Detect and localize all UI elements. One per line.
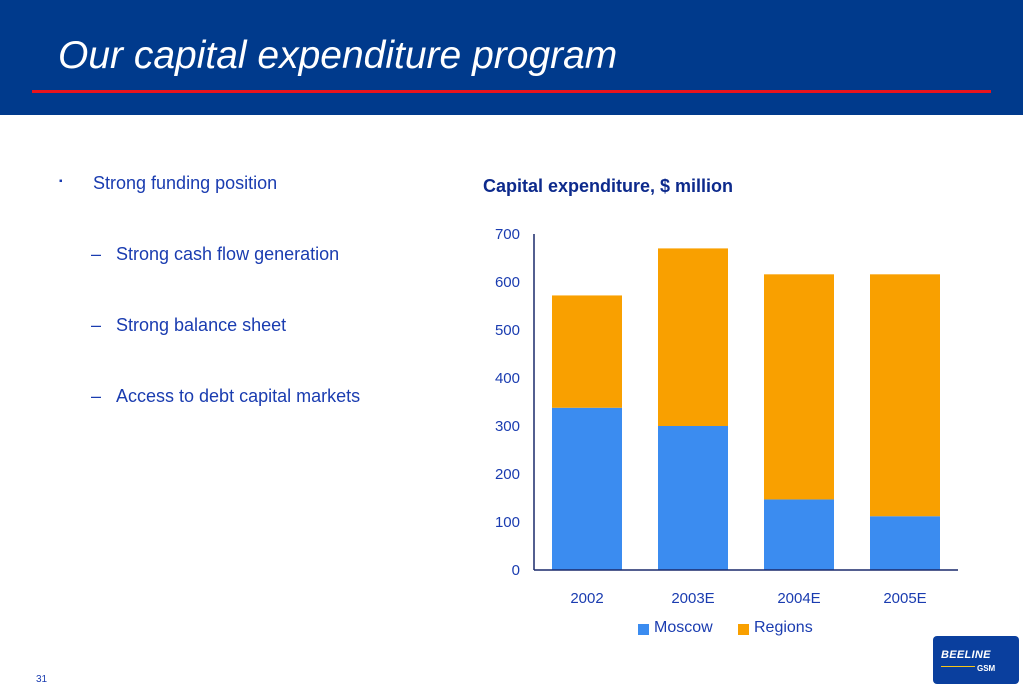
bar-moscow-2004e (764, 499, 834, 570)
sub-bullet-text: Strong cash flow generation (116, 244, 340, 264)
logo-wordmark: BEELINE (941, 649, 991, 661)
x-tick-label: 2002 (570, 590, 603, 607)
y-tick-label: 700 (495, 226, 520, 243)
dash-marker: – (91, 386, 102, 406)
bar-moscow-2003e (658, 426, 728, 570)
chart-title: Capital expenditure, $ million (483, 176, 734, 196)
x-tick-label: 2005E (883, 590, 926, 607)
capex-stacked-bar-chart: 2002 2003E 2004E 2005E 0 100 200 300 400 500 600 70… (495, 226, 958, 607)
legend-swatch-regions (738, 624, 749, 635)
logo-subtext: GSM (977, 664, 996, 673)
sub-bullet-text: Access to debt capital markets (116, 386, 361, 406)
header-bar: Our capital expenditure program (0, 0, 1023, 115)
y-tick-label: 500 (495, 322, 520, 339)
bullet-square-icon: ▪ (59, 176, 63, 187)
dash-marker: – (91, 244, 102, 264)
y-tick-label: 100 (495, 514, 520, 531)
legend-label-regions: Regions (754, 619, 813, 636)
y-tick-label: 0 (512, 562, 520, 579)
beeline-logo: BEELINE GSM (933, 636, 1019, 684)
y-tick-label: 200 (495, 466, 520, 483)
page-number: 31 (36, 674, 48, 685)
y-tick-label: 400 (495, 370, 520, 387)
dash-marker: – (91, 315, 102, 335)
x-tick-label: 2004E (777, 590, 820, 607)
x-tick-label: 2003E (671, 590, 714, 607)
legend-label-moscow: Moscow (654, 619, 713, 636)
y-tick-label: 600 (495, 274, 520, 291)
bar-regions-2005e (870, 274, 940, 517)
bar-regions-2004e (764, 274, 834, 500)
sub-bullet-text: Strong balance sheet (116, 315, 287, 335)
bar-moscow-2002 (552, 407, 622, 570)
legend-swatch-moscow (638, 624, 649, 635)
bar-regions-2003e (658, 248, 728, 426)
y-tick-label: 300 (495, 418, 520, 435)
slide-title: Our capital expenditure program (58, 34, 618, 77)
title-underline (32, 90, 991, 93)
logo-stripe (941, 666, 975, 667)
bar-moscow-2005e (870, 516, 940, 570)
bullet-main-text: Strong funding position (93, 173, 278, 193)
bar-regions-2002 (552, 295, 622, 408)
